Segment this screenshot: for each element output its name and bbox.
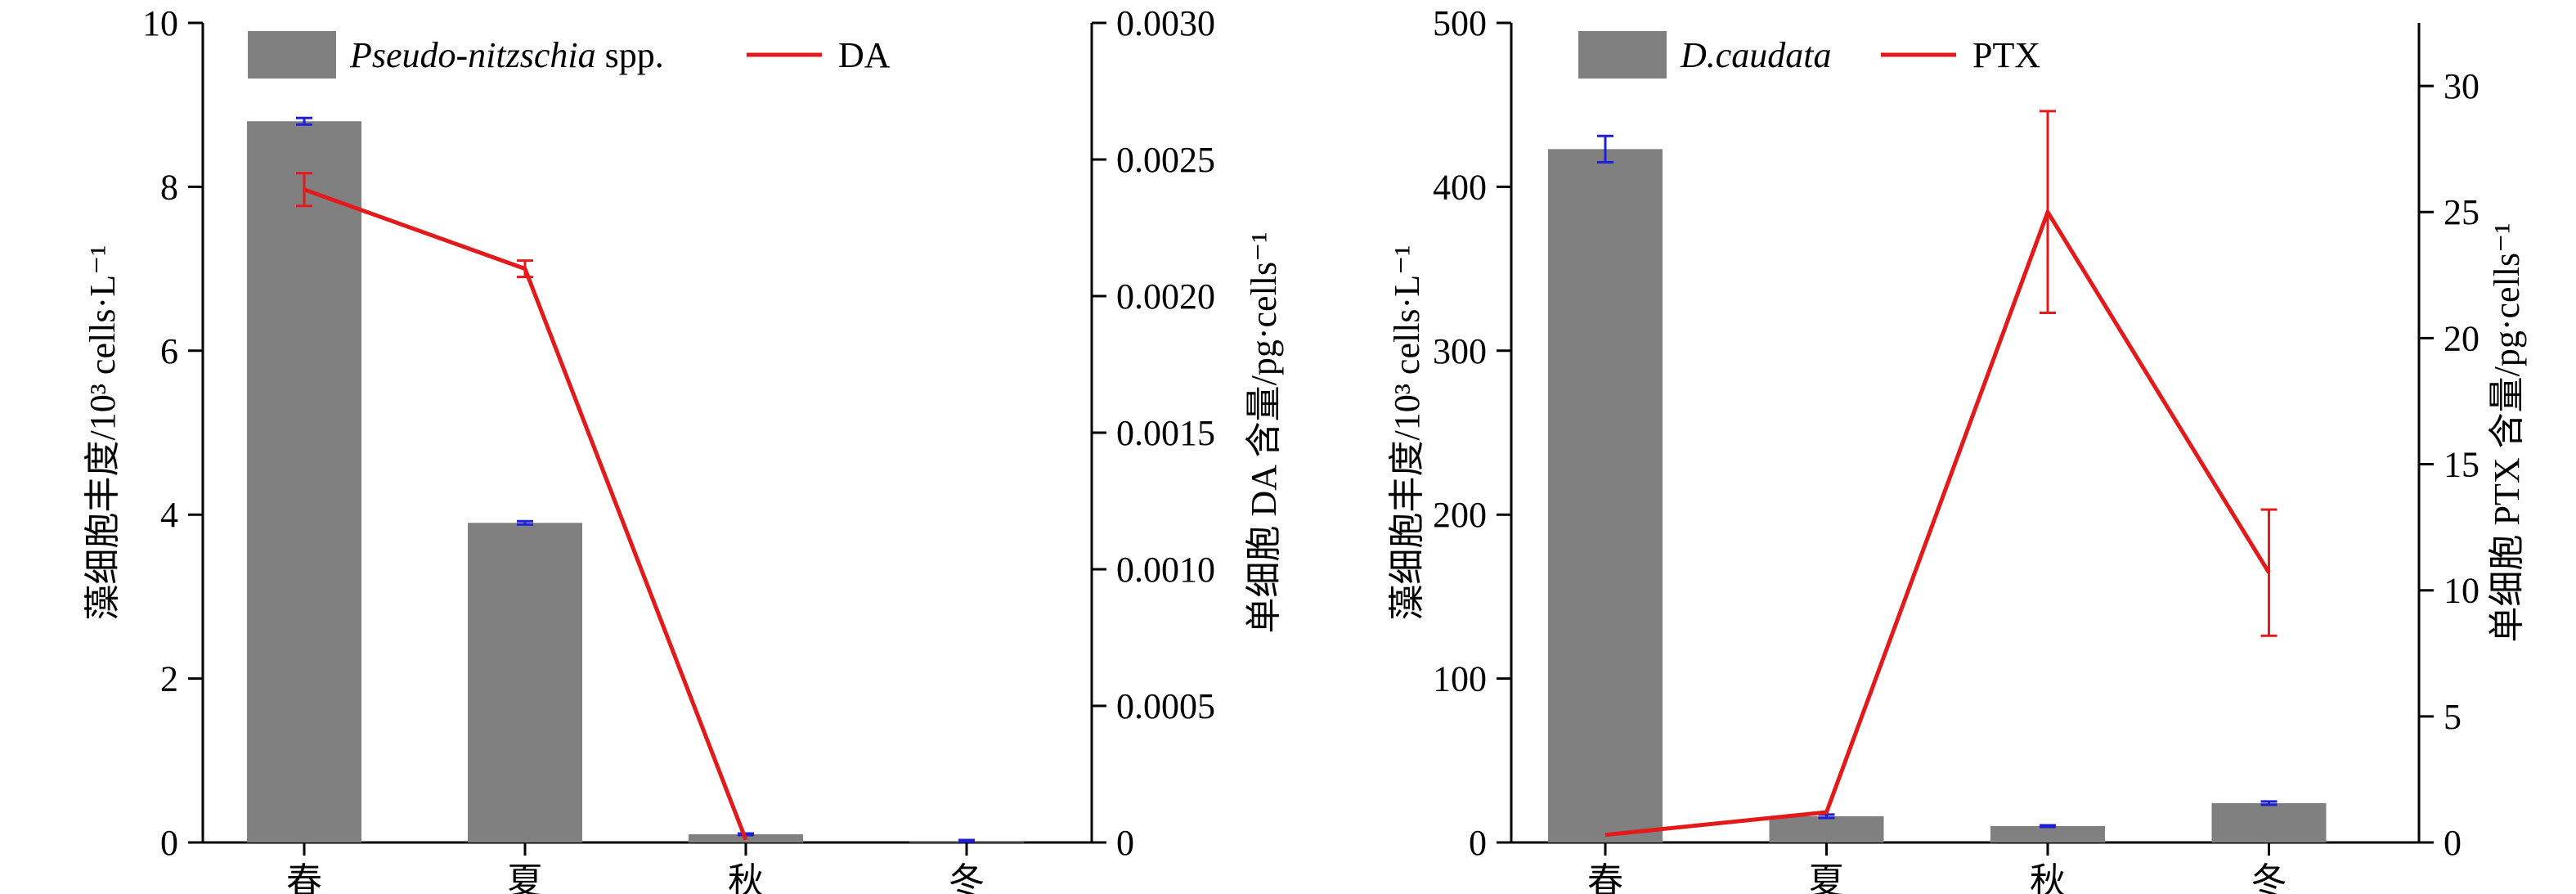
- x-tick-label: 秋: [2030, 861, 2066, 894]
- right-y-tick-label: 0.0010: [1116, 550, 1215, 590]
- x-tick-label: 夏: [1809, 861, 1845, 894]
- right-y-tick-label: 0.0025: [1116, 140, 1215, 180]
- left-y-axis-title: 藻细胞丰度/10³ cells·L⁻¹: [83, 245, 123, 621]
- left-y-axis-title: 藻细胞丰度/10³ cells·L⁻¹: [1387, 245, 1427, 621]
- right-y-tick-label: 0.0020: [1116, 276, 1215, 317]
- right-y-tick-label: 0.0030: [1116, 3, 1215, 43]
- chart-panel-da: 0 2 4 6 8 10 0 0.0005 0.0010 0.0015 0.0020 0.0025 0.…: [83, 3, 1284, 894]
- left-y-tick-label: 200: [1433, 495, 1487, 535]
- left-y-tick-label: 100: [1433, 659, 1487, 699]
- right-y-tick-label: 0.0005: [1116, 686, 1215, 726]
- left-y-tick-label: 0: [160, 823, 178, 863]
- axis-ticks: 0 100 200 300 400 500 0 5 10 15 20 25 30 春 夏 秋 冬: [1433, 3, 2480, 894]
- x-tick-label: 春: [286, 861, 322, 894]
- bar: [2211, 802, 2327, 842]
- bar-series: [1548, 134, 2327, 843]
- x-tick-label: 冬: [949, 861, 985, 894]
- x-tick-label: 春: [1587, 861, 1623, 894]
- right-y-tick-label: 15: [2444, 445, 2480, 485]
- axis-ticks: 0 2 4 6 8 10 0 0.0005 0.0010 0.0015 0.0020 0.0025 0.…: [142, 3, 1215, 894]
- line-series: [1604, 110, 2278, 838]
- left-y-tick-label: 2: [160, 659, 178, 699]
- bar: [1990, 825, 2105, 842]
- x-tick-label: 夏: [507, 861, 543, 894]
- bar: [247, 121, 361, 843]
- legend-bar-swatch: [1578, 31, 1667, 79]
- legend-bar-label: D.caudata: [1680, 35, 1832, 75]
- right-y-tick-label: 0: [2444, 823, 2462, 863]
- right-y-axis-title: 单细胞 PTX 含量/pg·cells⁻¹: [2487, 222, 2527, 642]
- x-tick-label: 秋: [728, 861, 764, 894]
- bar: [1548, 149, 1663, 843]
- left-y-tick-label: 8: [160, 167, 178, 207]
- left-y-tick-label: 6: [160, 331, 178, 371]
- x-tick-label: 冬: [2251, 861, 2287, 894]
- line-path: [1604, 207, 2271, 838]
- right-y-tick-label: 0.0015: [1116, 413, 1215, 453]
- right-y-tick-label: 0: [1116, 823, 1134, 863]
- left-y-tick-label: 10: [142, 3, 178, 43]
- bar-series: [247, 116, 1024, 843]
- left-y-tick-label: 0: [1469, 823, 1487, 863]
- legend-line-label: PTX: [1972, 35, 2040, 75]
- left-y-tick-label: 500: [1433, 3, 1487, 43]
- legend: Pseudo-nitzschia spp. DA: [248, 31, 891, 79]
- right-y-tick-label: 10: [2444, 571, 2480, 611]
- right-y-axis-title: 单细胞 DA 含量/pg·cells⁻¹: [1244, 231, 1284, 633]
- chart-panel-ptx: 0 100 200 300 400 500 0 5 10 15 20 25 30 春 夏 秋 冬 藻细胞丰度/1…: [1387, 3, 2527, 894]
- bar: [1769, 815, 1884, 842]
- legend: D.caudata PTX: [1578, 31, 2040, 79]
- right-y-tick-label: 25: [2444, 192, 2480, 232]
- legend-bar-name: D.caudata: [1680, 35, 1832, 75]
- legend-bar-label: Pseudo-nitzschia spp.: [349, 35, 664, 75]
- left-y-tick-label: 4: [160, 495, 178, 535]
- right-y-tick-label: 5: [2444, 697, 2462, 737]
- legend-bar-name: Pseudo-nitzschia: [349, 35, 596, 75]
- legend-bar-swatch: [248, 31, 336, 79]
- line-series: [296, 172, 748, 841]
- left-y-tick-label: 300: [1433, 331, 1487, 371]
- legend-line-label: DA: [838, 35, 891, 75]
- right-y-tick-label: 30: [2444, 66, 2480, 106]
- legend-bar-suffix: spp.: [596, 35, 664, 75]
- left-y-tick-label: 400: [1433, 167, 1487, 207]
- right-y-tick-label: 20: [2444, 318, 2480, 358]
- bar: [468, 523, 582, 842]
